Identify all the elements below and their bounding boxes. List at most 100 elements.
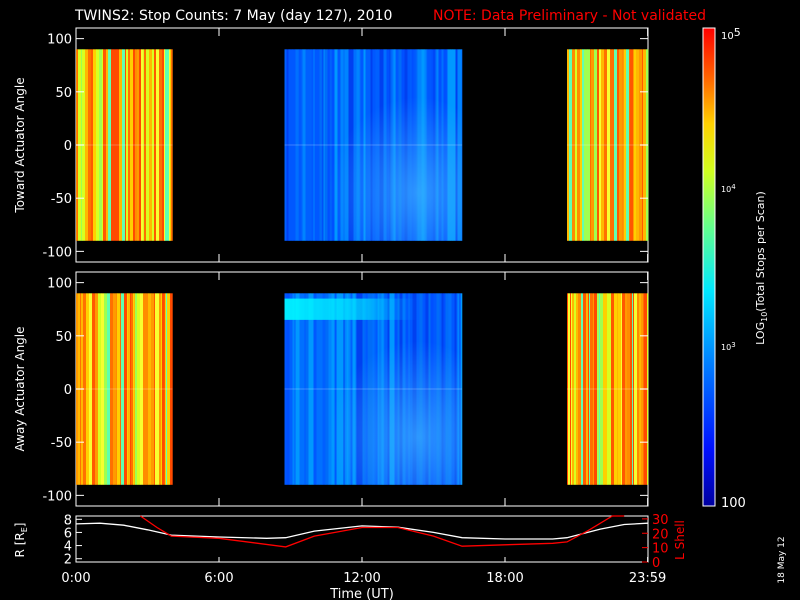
time-column	[625, 293, 628, 485]
y-tick-label: 0	[64, 139, 72, 154]
time-column	[96, 49, 100, 241]
y-tick-label: -50	[51, 436, 72, 451]
time-column	[120, 293, 122, 485]
time-column	[165, 49, 169, 241]
colorbar-top-tick: 105	[721, 26, 741, 42]
time-tick-label: 18:00	[486, 571, 523, 586]
colorbar-label-pre: LOG	[754, 322, 767, 345]
toward-y-axis: 100 50 0 -50 -100	[42, 28, 649, 262]
time-column	[622, 293, 626, 485]
time-column	[108, 49, 112, 241]
time-column	[170, 49, 172, 241]
y-tick-label: -100	[42, 245, 72, 260]
away-spectrogram-panel: 100 50 0 -50 -100 Away Actuator Angle	[13, 271, 649, 507]
zero-angle-line	[284, 144, 463, 146]
time-column	[111, 49, 114, 241]
time-column	[607, 49, 611, 241]
cyan-band	[284, 298, 418, 320]
time-column	[140, 293, 144, 485]
flux-glow	[284, 49, 463, 241]
time-column	[577, 49, 581, 241]
time-column	[569, 49, 573, 241]
time-column	[146, 49, 150, 241]
time-column	[591, 49, 595, 241]
y-tick-label: -100	[42, 489, 72, 504]
zero-angle-line	[76, 144, 173, 146]
time-column	[633, 49, 635, 241]
orbit-plot-frame	[75, 515, 649, 563]
time-column	[574, 293, 577, 485]
time-column	[166, 293, 168, 485]
time-column	[162, 49, 165, 241]
time-column	[116, 49, 118, 241]
colorbar-label: LOG10(Total Stops per Scan)	[754, 191, 769, 345]
orbit-left-label-sub: E	[20, 527, 29, 532]
time-column	[133, 293, 135, 485]
flux-glow	[284, 293, 463, 485]
time-column	[568, 293, 571, 485]
time-column	[589, 293, 591, 485]
colorbar-scale	[702, 27, 716, 507]
time-column	[135, 49, 138, 241]
time-column	[152, 49, 155, 241]
time-column	[151, 293, 155, 485]
orbit-right-label: L Shell	[673, 520, 687, 560]
colorbar-low-base: 10	[721, 343, 731, 352]
date-stamp: 18 May 12	[777, 536, 787, 583]
time-column	[98, 293, 102, 485]
time-column	[170, 293, 173, 485]
time-column	[619, 49, 623, 241]
time-column	[632, 293, 634, 485]
time-axis: 0:00 6:00 12:00 18:00 23:59	[61, 557, 666, 586]
time-column	[86, 293, 90, 485]
toward-spectrogram-panel: 100 50 0 -50 -100 Toward Actuator Angle	[13, 27, 649, 263]
y-tick-label: 100	[47, 33, 72, 48]
r-distance-line	[75, 522, 648, 540]
time-column	[141, 49, 144, 241]
time-column	[156, 49, 160, 241]
r-tick-label: 8	[64, 513, 72, 528]
data-block-2	[284, 293, 463, 485]
y-tick-label: 50	[55, 330, 72, 345]
time-column	[576, 293, 579, 485]
time-column	[623, 49, 625, 241]
time-column	[571, 293, 573, 485]
time-column	[587, 49, 591, 241]
x-axis-label: Time (UT)	[329, 587, 394, 600]
time-column	[580, 49, 583, 241]
time-column	[614, 49, 618, 241]
time-column	[610, 293, 612, 485]
lshell-tick-label: 0	[652, 556, 660, 571]
time-column	[139, 49, 142, 241]
time-column	[597, 49, 600, 241]
time-column	[149, 49, 153, 241]
away-data-blocks	[76, 293, 649, 485]
time-column	[588, 293, 590, 485]
colorbar-top-base: 10	[721, 31, 734, 42]
time-column	[622, 49, 624, 241]
chart-title: TWINS2: Stop Counts: 7 May (day 127), 20…	[74, 8, 392, 24]
time-column	[165, 293, 167, 485]
time-column	[599, 49, 602, 241]
y-tick-label: 0	[64, 383, 72, 398]
time-column	[130, 49, 134, 241]
time-column	[582, 49, 585, 241]
time-column	[133, 49, 136, 241]
time-column	[116, 293, 118, 485]
time-column	[630, 293, 633, 485]
time-column	[572, 293, 575, 485]
away-y-axis: 100 50 0 -50 -100	[42, 272, 649, 506]
time-column	[590, 293, 592, 485]
time-column	[164, 49, 166, 241]
time-column	[600, 293, 604, 485]
time-column	[91, 49, 94, 241]
time-column	[145, 293, 149, 485]
data-block-2	[284, 49, 463, 241]
time-column	[88, 49, 92, 241]
toward-y-label: Toward Actuator Angle	[13, 77, 27, 213]
time-column	[159, 293, 162, 485]
zero-angle-line	[284, 388, 463, 390]
time-column	[633, 293, 635, 485]
time-column	[630, 49, 634, 241]
